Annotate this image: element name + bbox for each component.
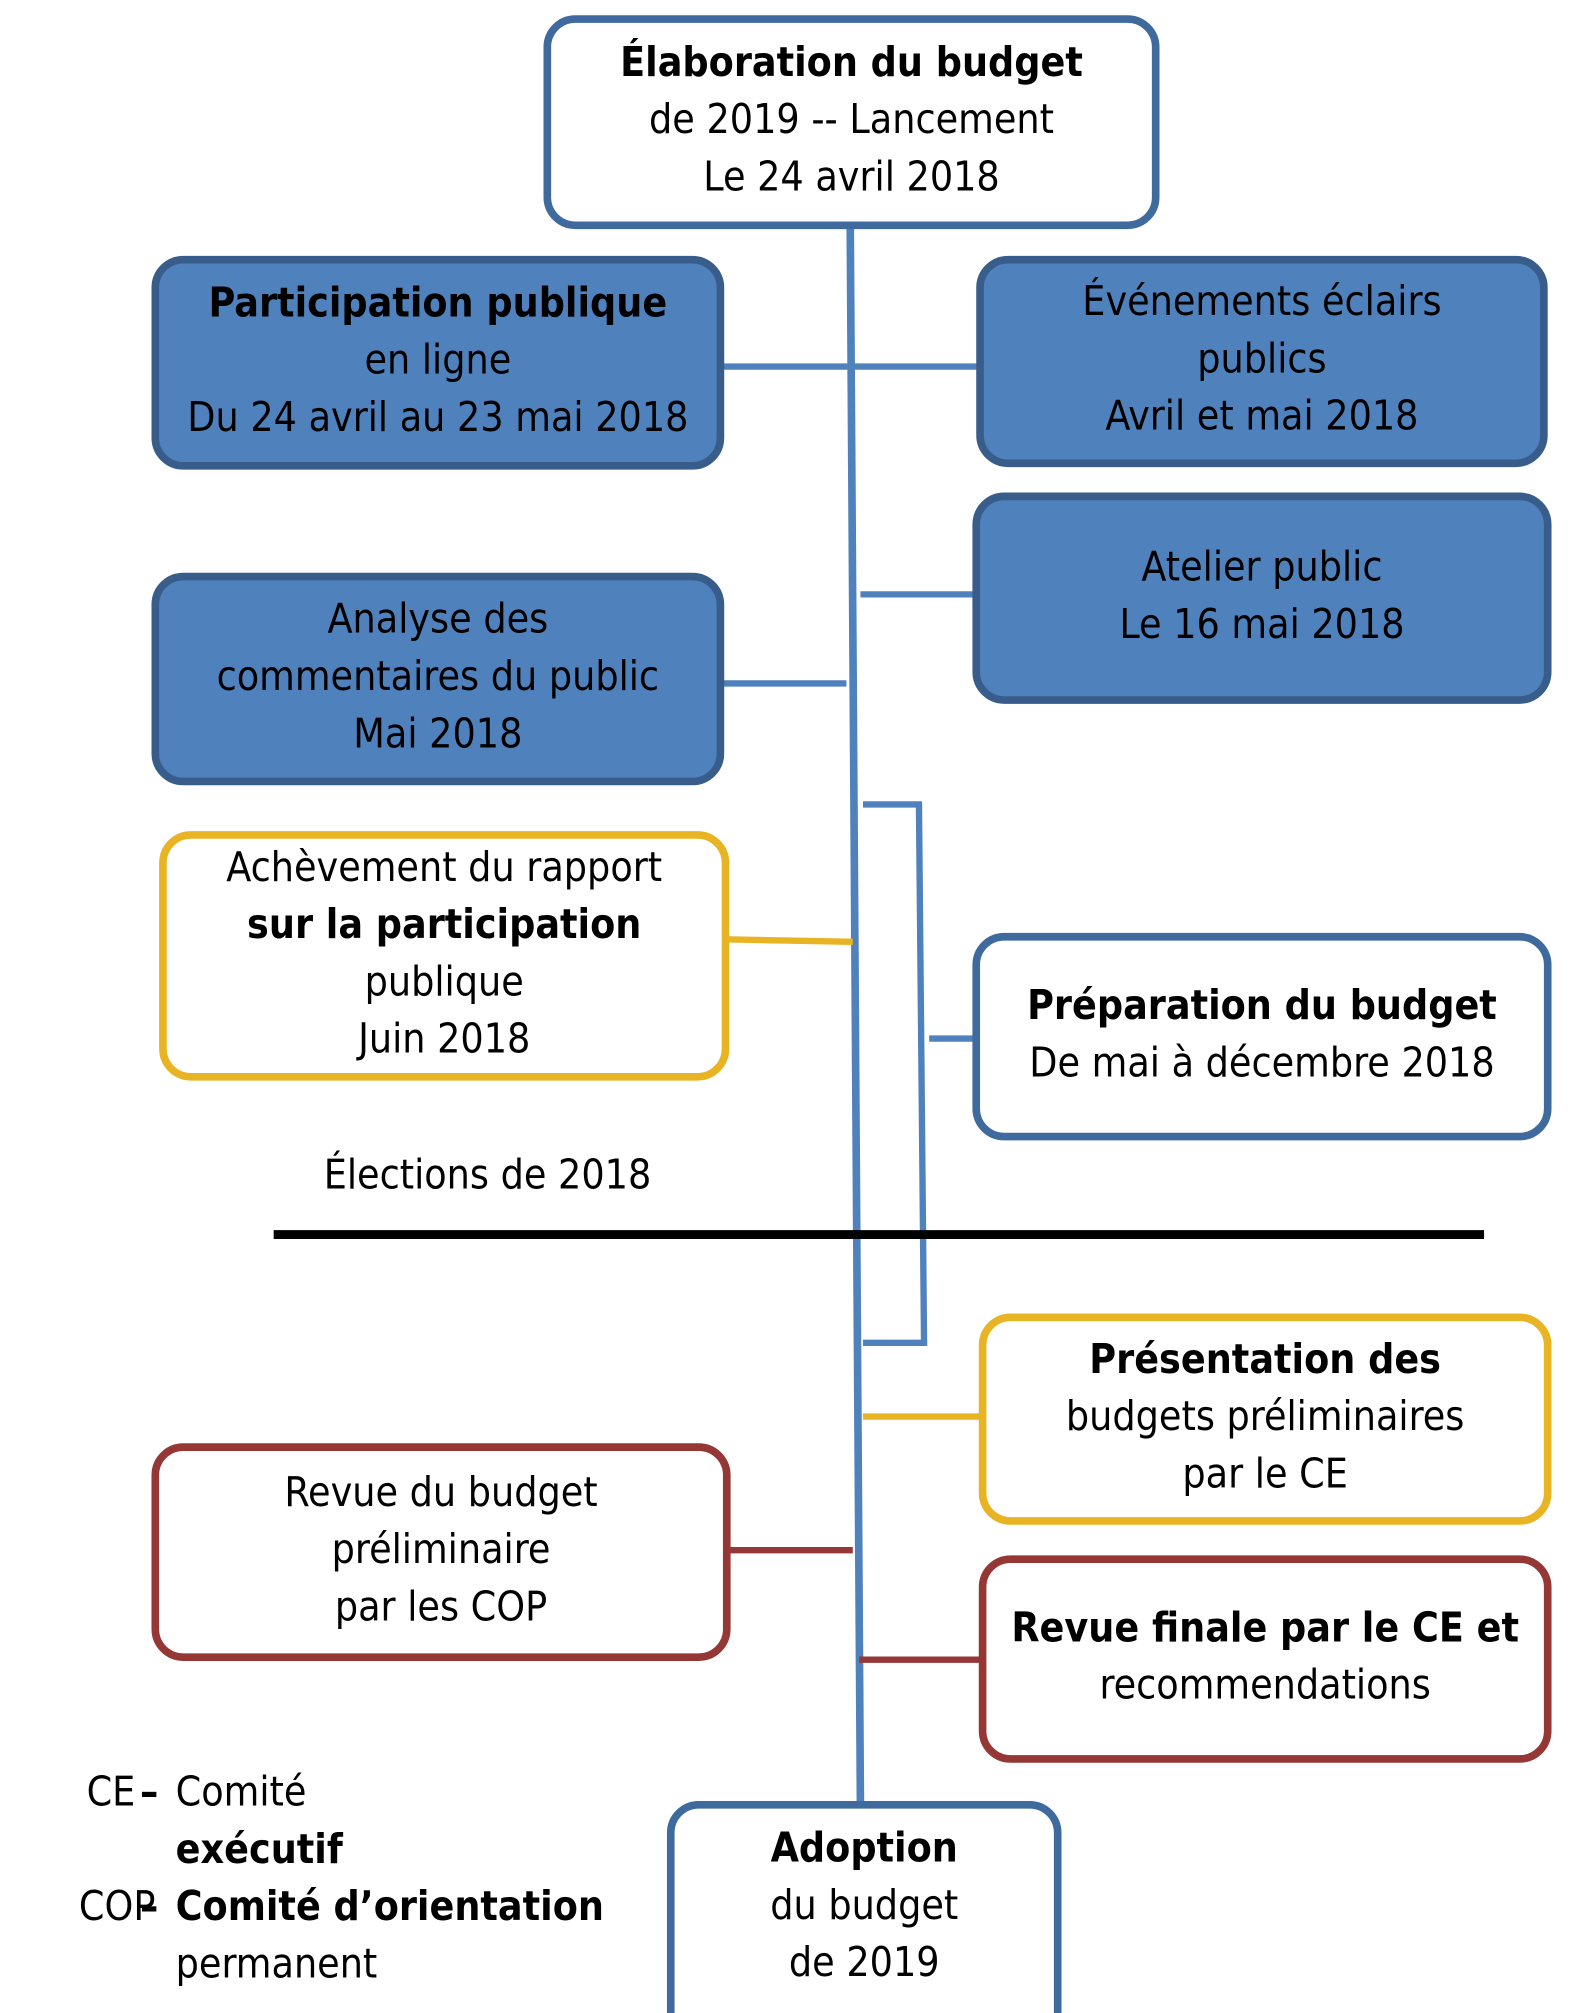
node-text: commentaires du public bbox=[217, 652, 659, 700]
node-text: Élaboration du budget bbox=[620, 38, 1083, 86]
node-text: Participation publique bbox=[209, 278, 668, 326]
node-text: Avril et mai 2018 bbox=[1105, 392, 1418, 440]
node-text: préliminaire bbox=[332, 1525, 551, 1573]
node-text: Revue du budget bbox=[284, 1468, 597, 1516]
bracket bbox=[862, 801, 928, 1346]
node-text: Le 16 mai 2018 bbox=[1119, 600, 1404, 648]
node-box bbox=[666, 1800, 1062, 2013]
node-text: Achèvement du rapport bbox=[226, 843, 662, 891]
node-box bbox=[976, 255, 1548, 468]
node-box bbox=[978, 1555, 1552, 1763]
node-text: recommendations bbox=[1099, 1661, 1430, 1709]
node-box bbox=[972, 492, 1552, 704]
legend-abbr: CE bbox=[87, 1768, 136, 1816]
legend-text: Comité bbox=[176, 1768, 307, 1816]
node-box bbox=[151, 1443, 731, 1661]
node-text: Revue finale par le CE et bbox=[1011, 1603, 1519, 1651]
node-text: par le CE bbox=[1182, 1449, 1347, 1497]
node-box bbox=[151, 572, 725, 786]
node-text: Atelier public bbox=[1141, 543, 1382, 591]
node-text: du budget bbox=[770, 1881, 958, 1929]
legend-sep: – bbox=[140, 1882, 158, 1930]
node-text: Présentation des bbox=[1089, 1335, 1441, 1383]
legend-sep: – bbox=[140, 1768, 158, 1816]
node-text: Le 24 avril 2018 bbox=[703, 152, 999, 200]
node-box bbox=[159, 831, 730, 1081]
node-box bbox=[972, 932, 1552, 1141]
legend-abbr: COP bbox=[79, 1882, 156, 1930]
node-text: de 2019 -- Lancement bbox=[649, 95, 1054, 143]
node-text: en ligne bbox=[364, 336, 511, 384]
node-text: Juin 2018 bbox=[356, 1015, 530, 1063]
node-text: De mai à décembre 2018 bbox=[1029, 1038, 1494, 1086]
legend-text: Comité d’orientation bbox=[176, 1882, 604, 1930]
node-text: de 2019 bbox=[789, 1938, 940, 1986]
node-text: Analyse des bbox=[327, 595, 548, 643]
divider-label: Élections de 2018 bbox=[324, 1150, 652, 1198]
connector bbox=[725, 936, 853, 946]
node-text: Adoption bbox=[771, 1824, 958, 1872]
node-box bbox=[151, 255, 725, 470]
node-text: Préparation du budget bbox=[1027, 981, 1497, 1029]
node-box bbox=[978, 1313, 1552, 1525]
connectors bbox=[273, 225, 1485, 1805]
legend-text: exécutif bbox=[176, 1825, 344, 1873]
node-text: sur la participation bbox=[247, 900, 641, 948]
node-text: publique bbox=[365, 957, 524, 1005]
legend-text: permanent bbox=[176, 1939, 378, 1987]
node-text: Du 24 avril au 23 mai 2018 bbox=[187, 393, 688, 441]
node-text: Mai 2018 bbox=[353, 709, 522, 757]
node-text: publics bbox=[1197, 334, 1326, 382]
node-box bbox=[543, 15, 1160, 230]
timeline bbox=[846, 225, 865, 1805]
node-text: par les COP bbox=[335, 1582, 547, 1630]
node-text: budgets préliminaires bbox=[1066, 1392, 1464, 1440]
node-text: Événements éclairs bbox=[1082, 277, 1441, 325]
